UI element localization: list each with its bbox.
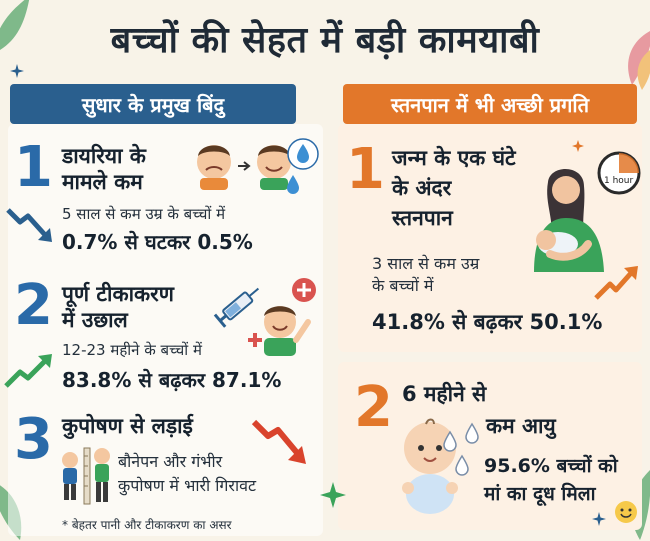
- plus-badge-icon: [292, 278, 316, 302]
- right-item-1-heading-line3: स्तनपान: [392, 206, 453, 230]
- happy-child-icon: [248, 306, 311, 356]
- smiley-icon: [615, 501, 637, 523]
- right-item-1-text-line1: 3 साल से कम उम्र: [372, 254, 480, 273]
- left-item-1-stat: 0.7% से घटकर 0.5%: [62, 230, 253, 254]
- sparkle-icon: [320, 482, 346, 508]
- right-item-2-number: 2: [354, 375, 393, 440]
- sick-child-icon: [197, 145, 231, 190]
- water-drop-icon: [287, 138, 319, 170]
- right-item-2-stat-line1: 95.6% बच्चों को: [484, 455, 618, 477]
- left-item-3-heading: कुपोषण से लड़ाई: [62, 414, 193, 438]
- water-drop-small-icon: [287, 175, 299, 194]
- left-item-1-text: 5 साल से कम उम्र के बच्चों में: [62, 205, 226, 223]
- right-banner: स्तनपान में भी अच्छी प्रगति: [343, 84, 637, 124]
- right-item-2-stat-line2: मां का दूध मिला: [484, 483, 596, 505]
- trend-up-arrow-icon: [4, 354, 52, 388]
- right-panel-bottom: [338, 362, 642, 530]
- left-item-3-text-line2: कुपोषण में भारी गिरावट: [118, 476, 257, 495]
- leaf-decoration-top-left: [0, 0, 30, 50]
- leaf-decoration-top-right: [628, 31, 650, 90]
- left-item-1-number: 1: [14, 135, 53, 200]
- left-item-2-text: 12-23 महीने के बच्चों में: [62, 341, 202, 359]
- mother-breastfeeding-icon: [534, 168, 604, 272]
- arrow-right-icon: [238, 161, 251, 171]
- sparkle-small-2-icon: [592, 512, 606, 526]
- left-item-2-heading-line2: में उछाल: [62, 308, 128, 332]
- footnote: * बेहतर पानी और टीकाकरण का असर: [62, 518, 232, 532]
- clock-icon: [597, 151, 641, 195]
- milk-drops-icon: [443, 422, 479, 476]
- children-height-icon: [62, 447, 110, 505]
- right-item-1-text-line2: के बच्चों में: [372, 276, 434, 295]
- page-title: बच्चों की सेहत में बड़ी कामयाबी: [110, 20, 540, 61]
- healthy-child-icon: [257, 145, 291, 190]
- left-item-1-heading-line2: मामले कम: [62, 170, 143, 194]
- baby-icon: [402, 418, 458, 514]
- left-banner: सुधार के प्रमुख बिंदु: [10, 84, 296, 124]
- right-item-1-number: 1: [346, 137, 385, 202]
- trend-down-arrow-icon: [6, 208, 52, 242]
- trend-up-orange-arrow-icon: [594, 266, 638, 300]
- sparkle-orange-icon: [572, 140, 584, 152]
- left-item-2-number: 2: [14, 273, 53, 338]
- left-item-3-number: 3: [14, 407, 53, 472]
- left-item-1-heading-line1: डायरिया के: [62, 144, 146, 168]
- right-item-1-stat: 41.8% से बढ़कर 50.1%: [372, 310, 603, 334]
- left-item-3-text-line1: बौनेपन और गंभीर: [118, 452, 223, 471]
- syringe-icon: [213, 287, 260, 328]
- right-item-1-heading-line1: जन्म के एक घंटे: [392, 146, 516, 170]
- right-item-2-heading-line2: कम आयु: [486, 414, 556, 438]
- left-item-2-heading-line1: पूर्ण टीकाकरण: [62, 282, 174, 306]
- right-item-2-heading-line1: 6 महीने से: [402, 382, 487, 406]
- clock-label: 1 hour: [604, 176, 634, 186]
- right-item-1-heading-line2: के अंदर: [392, 176, 452, 200]
- sparkle-small-icon: [10, 64, 24, 78]
- left-item-2-stat: 83.8% से बढ़कर 87.1%: [62, 368, 282, 392]
- trend-down-red-arrow-icon: [251, 419, 306, 464]
